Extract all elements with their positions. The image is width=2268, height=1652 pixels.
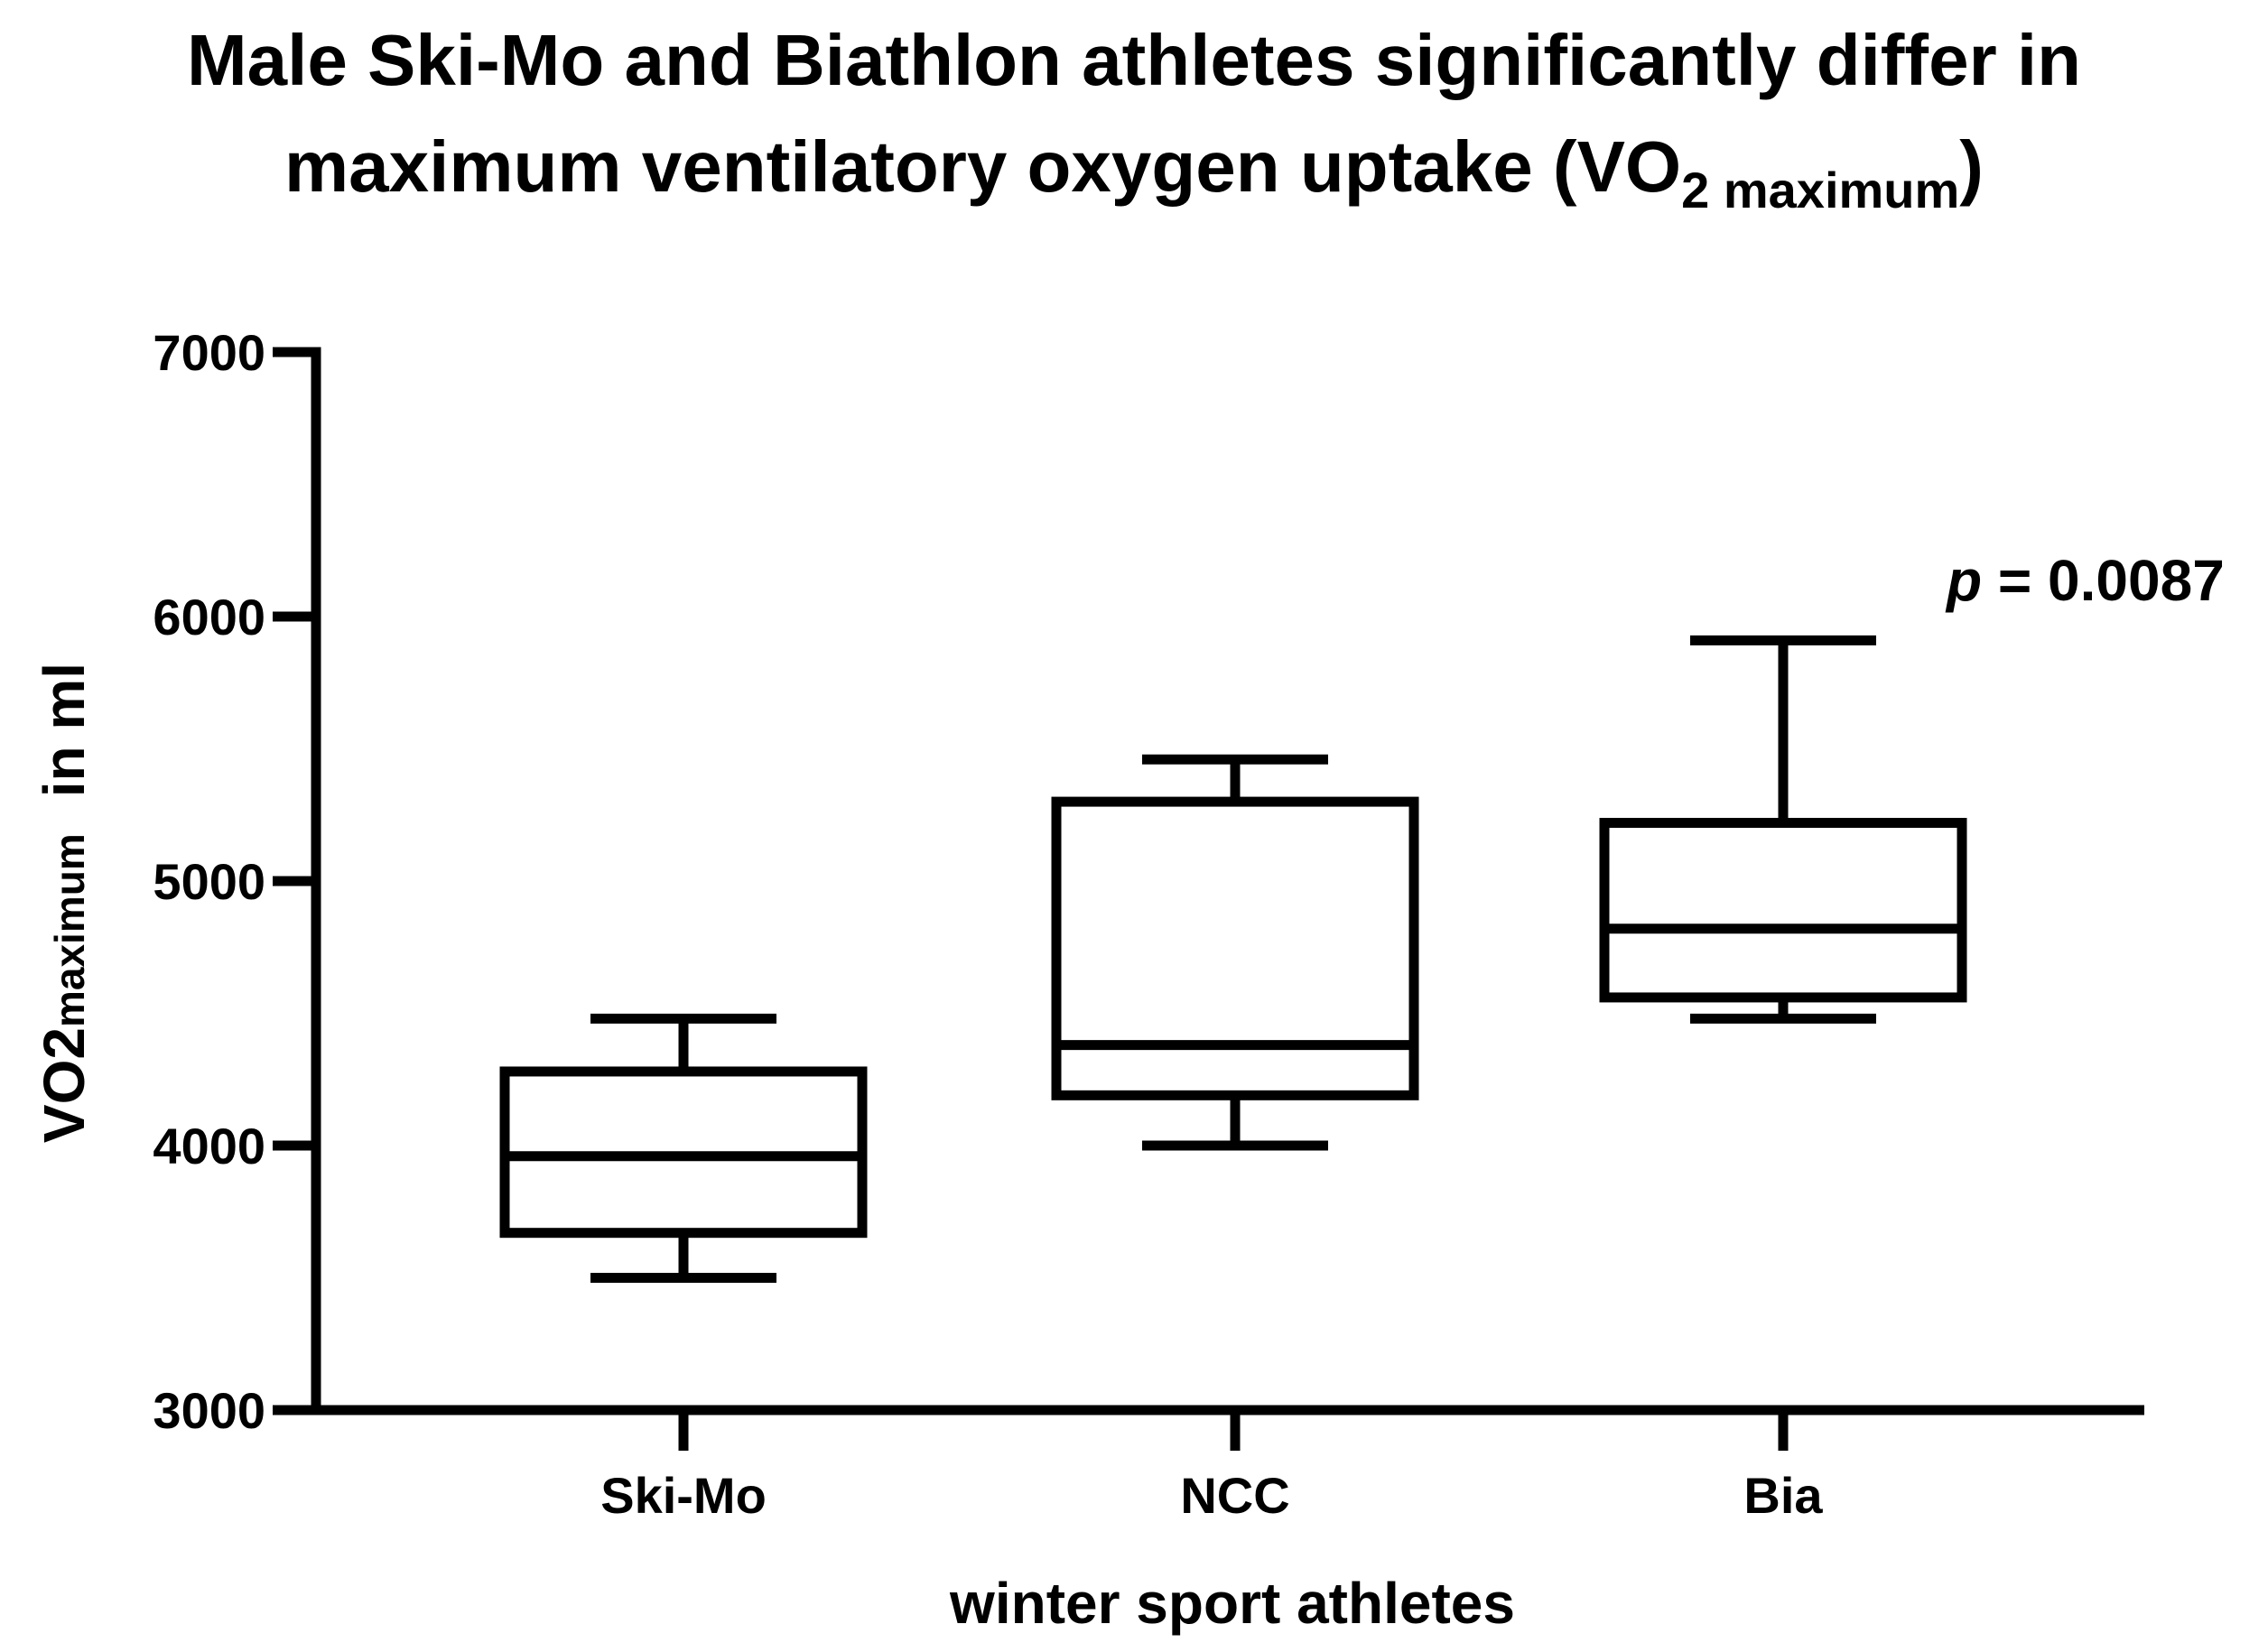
x-axis: Ski-Mo NCC Bia <box>311 1405 2144 1524</box>
chart-title-line-2-close: ) <box>1959 126 1984 207</box>
x-tick-label-bia: Bia <box>1743 1467 1823 1524</box>
box-ncc <box>1051 754 1419 1151</box>
y-tick-label-3000: 3000 <box>153 1382 265 1439</box>
y-axis: 3000 4000 5000 6000 7000 <box>153 324 321 1439</box>
y-axis-label-subscript: maximum <box>46 833 93 1027</box>
box-ski-mo <box>499 1013 868 1283</box>
y-tick-label-7000: 7000 <box>153 324 265 381</box>
chart-title-subscript: 2 maximum <box>1681 162 1960 218</box>
p-value-text: = 0.0087 <box>1982 548 2225 613</box>
p-value-annotation: p = 0.0087 <box>1945 548 2225 613</box>
x-axis-label: winter sport athletes <box>949 1571 1515 1636</box>
y-axis-label-prefix: VO2 <box>32 1027 97 1143</box>
y-tick-label-5000: 5000 <box>153 853 265 910</box>
x-tick-label-ski-mo: Ski-Mo <box>600 1467 767 1524</box>
y-tick-label-6000: 6000 <box>153 589 265 645</box>
box-bia <box>1599 635 1967 1024</box>
y-axis-label-suffix: in ml <box>32 663 97 797</box>
chart-title-line-2-text: maximum ventilatory oxygen uptake (VO <box>284 126 1682 207</box>
p-value-symbol: p <box>1945 548 1982 613</box>
y-tick-label-4000: 4000 <box>153 1118 265 1174</box>
y-axis-label: VO2maximum in ml <box>32 663 97 1143</box>
box-series <box>499 635 1967 1283</box>
iqr-box-bia <box>1599 818 1967 1003</box>
x-tick-label-ncc: NCC <box>1180 1467 1289 1524</box>
chart-title-line-1: Male Ski-Mo and Biathlon athletes signif… <box>186 20 2082 100</box>
iqr-box-ncc <box>1051 796 1419 1100</box>
chart-title-line-2: maximum ventilatory oxygen uptake (VO2 m… <box>0 125 2268 216</box>
